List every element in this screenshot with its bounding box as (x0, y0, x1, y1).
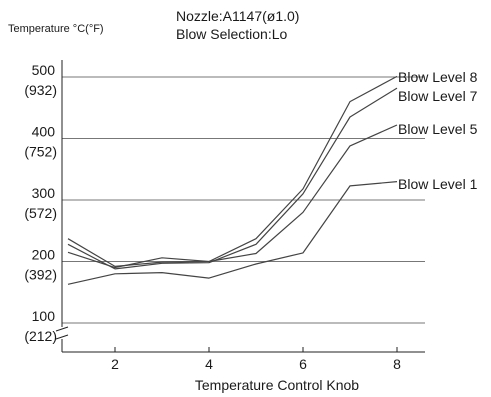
series-label-blow-level-1: Blow Level 1 (398, 176, 478, 192)
y-tick-fahrenheit-200: (392) (24, 267, 57, 283)
series-label-blow-level-5: Blow Level 5 (398, 121, 478, 137)
x-tick-label-6: 6 (299, 356, 307, 372)
y-tick-fahrenheit-500: (932) (24, 82, 57, 98)
axis-break-mark (55, 326, 69, 340)
x-axis-title: Temperature Control Knob (195, 377, 359, 393)
y-tick-celsius-200: 200 (32, 247, 56, 263)
axes (55, 60, 425, 353)
series-lines (67, 75, 398, 285)
series-labels: Blow Level 8 Blow Level 7 Blow Level 5 Blow… (398, 69, 478, 192)
y-tick-fahrenheit-300: (572) (24, 205, 57, 221)
grid-lines (62, 76, 425, 324)
series-label-blow-level-8: Blow Level 8 (398, 69, 478, 85)
y-tick-fahrenheit-400: (752) (24, 144, 57, 160)
y-axis-title: Temperature °C(°F) (8, 23, 104, 35)
y-tick-labels: 100 (212) 200 (392) 300 (572) 400 (752) 500 (932) (24, 62, 57, 344)
series-line-blow-level-1 (67, 181, 398, 285)
x-tick-label-4: 4 (205, 356, 213, 372)
series-line-blow-level-7 (67, 87, 398, 270)
nozzle-label: Nozzle:A1147(ø1.0) (176, 8, 299, 24)
series-label-blow-level-7: Blow Level 7 (398, 88, 478, 104)
x-tick-labels: 2 4 6 8 (111, 347, 401, 372)
blow-selection-label: Blow Selection:Lo (176, 26, 288, 42)
y-tick-celsius-300: 300 (32, 185, 56, 201)
y-tick-fahrenheit-100: (212) (24, 328, 57, 344)
series-line-blow-level-8 (67, 75, 398, 267)
y-tick-celsius-400: 400 (32, 124, 56, 140)
y-tick-celsius-100: 100 (32, 308, 56, 324)
series-line-blow-level-5 (67, 124, 398, 269)
x-tick-label-8: 8 (393, 356, 401, 372)
x-tick-label-2: 2 (111, 356, 119, 372)
y-tick-celsius-500: 500 (32, 62, 56, 78)
